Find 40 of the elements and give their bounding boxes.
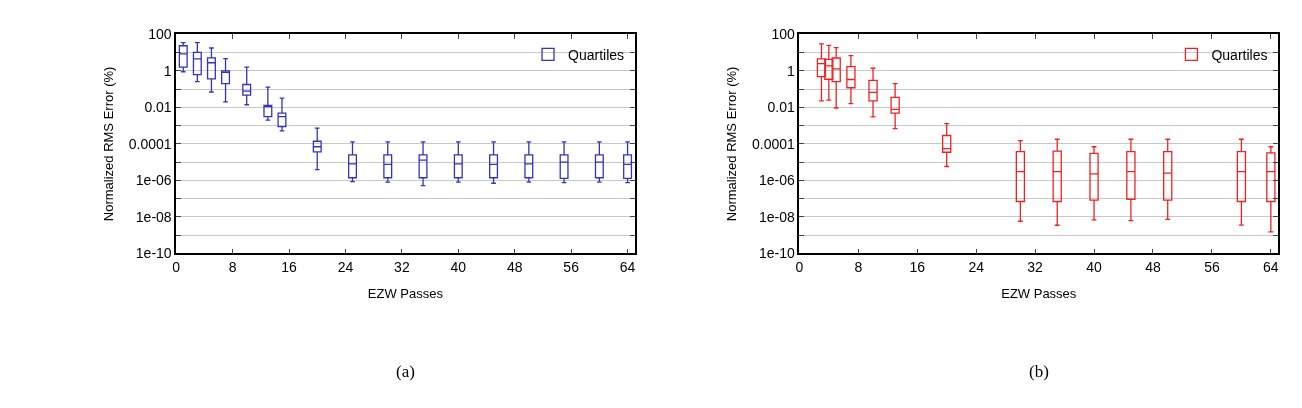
legend-label: Quartiles [568, 46, 625, 63]
text: (b) [1029, 362, 1049, 381]
x-tick-label: 24 [968, 258, 985, 275]
y-tick-label: 1e-10 [135, 245, 172, 262]
x-tick-label: 48 [506, 258, 523, 275]
y-tick-label: 1e-08 [758, 208, 796, 225]
y-tick-label: 0.0001 [128, 135, 172, 152]
y-tick-label: 0.01 [767, 99, 796, 116]
x-tick-label: 16 [281, 258, 298, 275]
y-tick-label: 0.0001 [751, 135, 796, 152]
y-tick-label: 1e-10 [758, 245, 796, 262]
y-tick-label: 1e-06 [135, 172, 172, 189]
legend-label: Quartiles [1211, 46, 1268, 63]
text: (a) [396, 362, 415, 381]
y-tick-label: 100 [148, 26, 172, 43]
x-tick-label: 56 [1204, 258, 1220, 275]
x-tick-label: 16 [909, 258, 926, 275]
x-tick-label: 40 [450, 258, 467, 275]
x-tick-label: 64 [619, 258, 636, 275]
y-tick-label: 1 [163, 62, 172, 79]
x-tick-label: 32 [1027, 258, 1044, 275]
x-tick-label: 40 [1086, 258, 1103, 275]
y-tick-label: 1 [787, 62, 796, 79]
x-tick-label: 56 [563, 258, 580, 275]
x-axis-title: EZW Passes [367, 286, 444, 302]
y-tick-label: 0.01 [144, 99, 172, 116]
y-tick-label: 1e-08 [135, 208, 172, 225]
x-tick-label: 32 [394, 258, 410, 275]
x-tick-label: 8 [854, 258, 863, 275]
x-tick-label: 24 [337, 258, 354, 275]
x-tick-label: 0 [795, 258, 804, 275]
y-tick-label: 1e-06 [758, 172, 796, 189]
x-tick-label: 8 [228, 258, 237, 275]
y-axis-title: Normalized RMS Error (%) [101, 66, 117, 222]
x-tick-label: 48 [1145, 258, 1161, 275]
x-axis-title: EZW Passes [1001, 286, 1077, 302]
x-tick-label: 64 [1263, 258, 1279, 275]
x-tick-label: 0 [172, 258, 181, 275]
y-axis-title: Normalized RMS Error (%) [724, 66, 740, 222]
y-tick-label: 100 [771, 26, 796, 43]
